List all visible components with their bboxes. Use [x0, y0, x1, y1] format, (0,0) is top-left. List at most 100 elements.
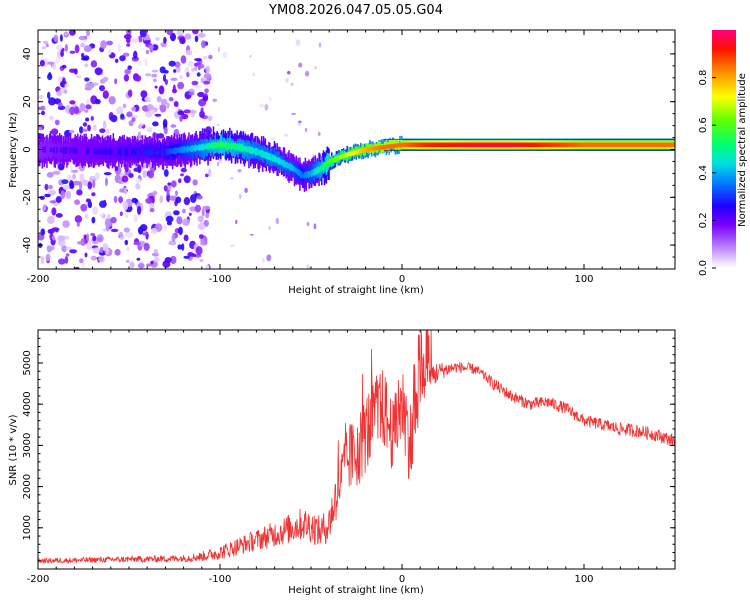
noise-blob — [69, 106, 75, 116]
noise-blob — [123, 74, 129, 82]
ridge-core — [203, 144, 206, 149]
ridge-core — [532, 142, 534, 147]
noise-blob — [150, 260, 154, 265]
ridge-band — [89, 142, 92, 159]
ridge-core — [468, 142, 470, 147]
ridge-core — [618, 142, 621, 147]
noise-blob — [200, 107, 204, 113]
noise-blob — [122, 103, 127, 109]
noise-blob — [118, 178, 122, 185]
noise-blob — [76, 222, 80, 227]
noise-blob — [79, 126, 84, 134]
ridge-core — [240, 143, 242, 152]
ridge-core — [189, 146, 191, 152]
ridge-band — [54, 143, 56, 158]
ridge-core — [516, 142, 519, 147]
noise-blob — [318, 42, 322, 48]
noise-blob — [163, 169, 169, 177]
ridge-core — [170, 148, 172, 154]
ridge-core — [248, 147, 250, 152]
noise-blob — [203, 80, 211, 85]
noise-blob — [61, 179, 69, 185]
ridge-core — [310, 171, 312, 176]
noise-blob — [174, 61, 181, 68]
noise-blob — [79, 258, 84, 264]
noise-blob — [198, 234, 204, 239]
ridge-core — [50, 147, 53, 153]
noise-blob — [87, 124, 91, 132]
colorbar: 0.0 0.2 0.4 0.6 0.8 Normalized spectral ampl… — [698, 30, 748, 276]
ridge-band — [45, 139, 47, 159]
ridge-core — [456, 142, 459, 147]
ridge-core — [433, 142, 436, 147]
ridge-core — [220, 142, 223, 147]
ridge-core — [544, 142, 546, 147]
ridge-core — [86, 147, 88, 155]
ridge-core — [574, 142, 577, 147]
ridge-core — [624, 142, 626, 147]
ridge-core — [587, 142, 590, 147]
ridge-core — [281, 160, 284, 166]
ridge-band — [120, 145, 123, 158]
ridge-core — [294, 168, 297, 173]
ridge-core — [548, 142, 551, 147]
ridge-core — [76, 148, 78, 154]
noise-blob — [62, 220, 70, 228]
noise-blob — [83, 55, 90, 61]
ridge-core — [382, 145, 384, 150]
ridge-core — [621, 142, 623, 147]
noise-blob — [119, 236, 125, 240]
ridge-core — [590, 142, 592, 147]
ridge-core — [365, 147, 368, 152]
ridge-core — [329, 159, 331, 164]
ridge-core — [350, 151, 352, 156]
x-tick-label: -200 — [27, 574, 50, 585]
ridge-band — [132, 146, 135, 158]
ridge-core — [204, 144, 207, 150]
ridge-core — [105, 148, 107, 156]
ridge-band — [108, 144, 110, 163]
noise-blob — [50, 128, 59, 136]
noise-blob — [283, 133, 289, 137]
ridge-band — [158, 147, 160, 160]
ridge-core — [191, 145, 194, 152]
noise-blob — [268, 226, 271, 230]
ridge-core — [307, 170, 309, 178]
noise-blob — [137, 263, 145, 269]
ridge-core — [150, 149, 153, 155]
noise-blob — [146, 126, 153, 133]
ridge-core — [544, 142, 547, 147]
ridge-core — [110, 149, 113, 155]
noise-blob — [237, 169, 242, 173]
ridge-core — [291, 164, 293, 171]
ridge-core — [495, 142, 498, 147]
ridge-band — [82, 147, 85, 159]
ridge-core — [627, 142, 630, 147]
ridge-core — [156, 149, 158, 155]
ridge-core — [340, 155, 342, 160]
ridge-core — [364, 147, 367, 152]
ridge-core — [503, 142, 506, 147]
ridge-core — [277, 157, 279, 164]
ridge-core — [297, 168, 299, 176]
noise-blob — [92, 206, 99, 215]
noise-blob — [128, 173, 134, 178]
noise-blob — [175, 190, 178, 197]
noise-blob — [43, 40, 48, 45]
ridge-core — [362, 148, 365, 153]
ridge-core — [94, 149, 96, 154]
ridge-band — [47, 139, 49, 158]
ridge-core — [580, 142, 582, 147]
ridge-core — [437, 142, 440, 147]
noise-blob — [146, 263, 152, 267]
ridge-core — [446, 142, 449, 147]
ridge-core — [535, 142, 538, 147]
noise-blob — [70, 169, 79, 173]
ridge-core — [465, 142, 468, 147]
ridge-core — [330, 158, 332, 164]
ridge-core — [337, 156, 339, 161]
noise-blob — [149, 202, 155, 209]
noise-blob — [44, 193, 51, 198]
noise-blob — [64, 83, 70, 89]
noise-blob — [41, 46, 47, 50]
